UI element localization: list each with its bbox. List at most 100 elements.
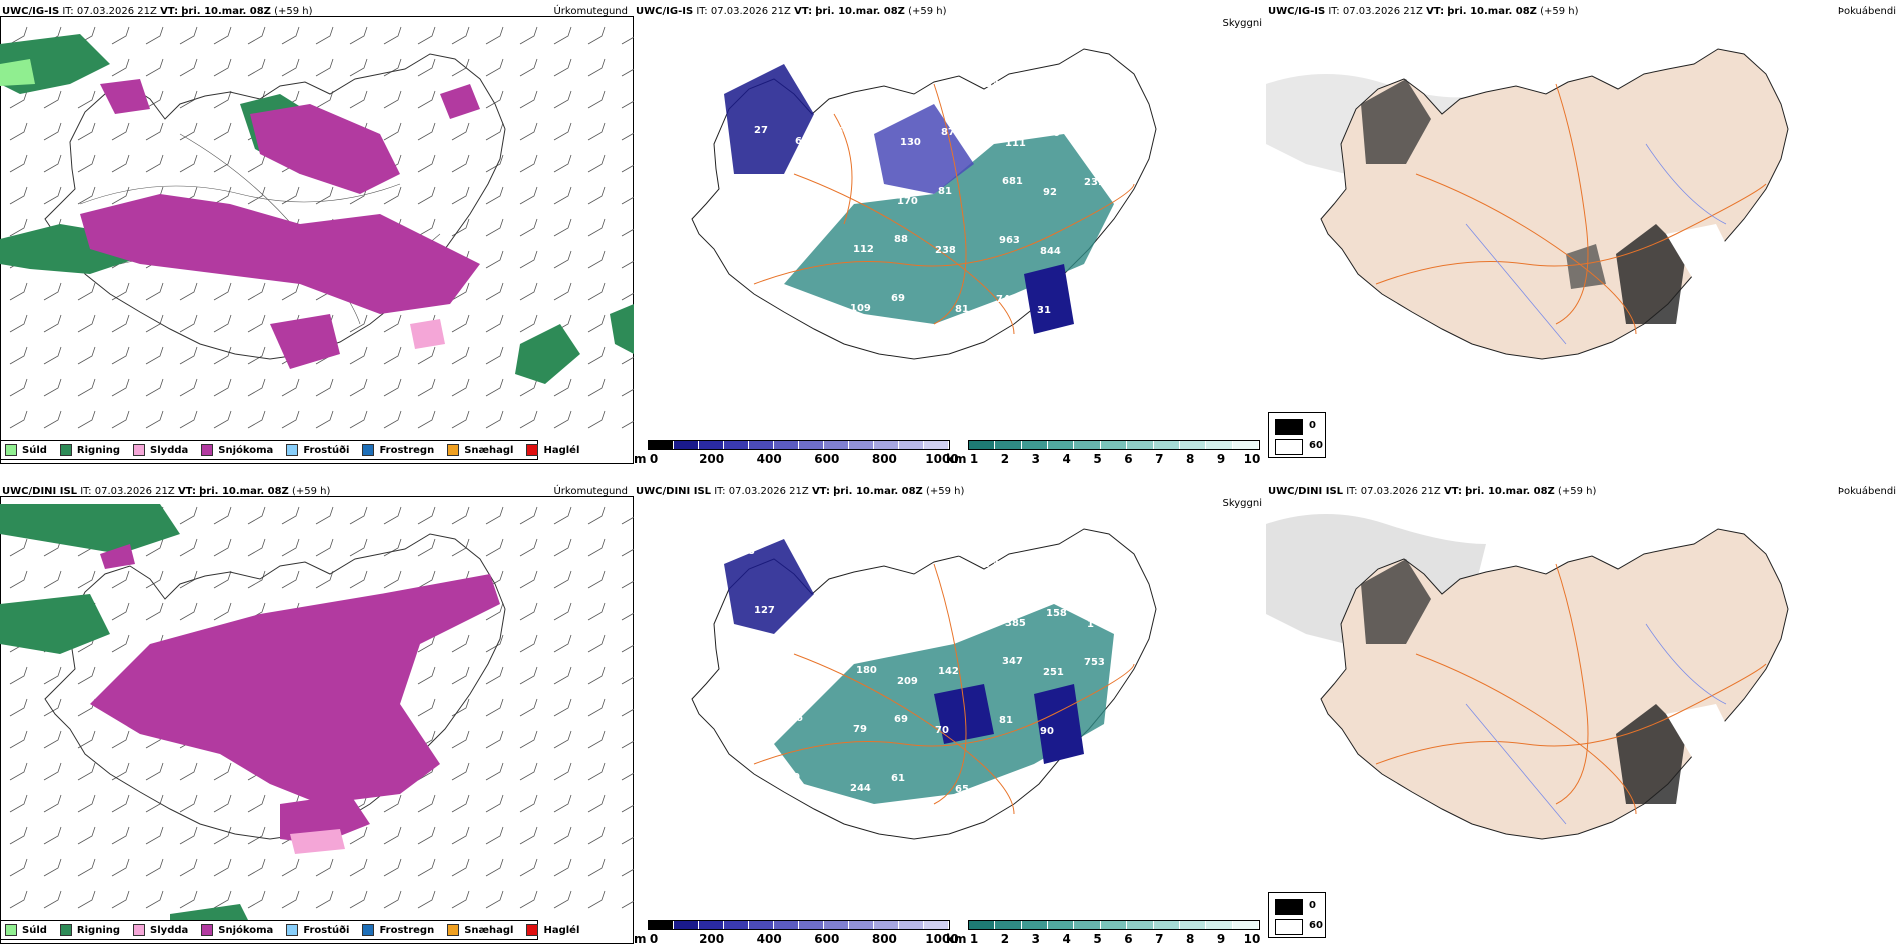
wind-barb bbox=[383, 58, 402, 77]
colorbar-swatch bbox=[649, 441, 674, 449]
cloud-base-label: 170 bbox=[897, 196, 918, 207]
wind-barb bbox=[349, 58, 368, 77]
wind-barb bbox=[485, 218, 504, 237]
cloud-base-label: 753 bbox=[1084, 657, 1105, 668]
wind-barb bbox=[383, 570, 402, 589]
legend-item: Haglél bbox=[526, 924, 579, 936]
wind-barb bbox=[179, 506, 198, 525]
wind-barb bbox=[145, 90, 164, 109]
wind-barb bbox=[553, 698, 572, 717]
colorbar-tick: 10 bbox=[1243, 452, 1261, 466]
wind-barb bbox=[621, 516, 634, 525]
legend-label: Frostúði bbox=[303, 444, 350, 456]
colorbar-tick: 8 bbox=[1186, 452, 1195, 466]
wind-barb bbox=[77, 730, 96, 749]
snow-area bbox=[270, 314, 340, 369]
colorbar-tick: 800 bbox=[871, 932, 897, 946]
colorbar-swatch bbox=[1074, 921, 1101, 929]
legend-item: Snjókoma bbox=[201, 444, 273, 456]
light-swatch bbox=[1275, 919, 1303, 935]
colorbar-tick: 3 bbox=[1031, 932, 1040, 946]
wind-barb bbox=[621, 804, 634, 813]
wind-barb bbox=[145, 58, 164, 77]
wind-barb bbox=[213, 858, 232, 877]
wind-barb bbox=[587, 122, 606, 141]
wind-barb bbox=[213, 154, 232, 173]
wind-barb bbox=[145, 154, 164, 173]
wind-barb bbox=[451, 666, 470, 685]
wind-barb bbox=[621, 580, 634, 589]
wind-barb bbox=[451, 506, 470, 525]
legend-item: Rigning bbox=[59, 444, 120, 456]
wind-barb bbox=[315, 890, 334, 909]
wind-barb bbox=[9, 122, 28, 141]
cloud-base-label: 15 bbox=[745, 782, 759, 793]
wind-barb bbox=[621, 132, 634, 141]
rain-area bbox=[0, 504, 180, 554]
legend-label: Slydda bbox=[150, 924, 189, 936]
snow-area bbox=[280, 794, 370, 844]
dark-swatch bbox=[1275, 419, 1303, 435]
cloud-base-label: 244 bbox=[850, 783, 871, 794]
wind-barb bbox=[145, 570, 164, 589]
wind-barb bbox=[485, 890, 504, 909]
cloud-base-label: 148 bbox=[748, 243, 769, 254]
wind-barb bbox=[349, 26, 368, 45]
wind-barb bbox=[213, 186, 232, 205]
colorbar-swatch bbox=[799, 441, 824, 449]
wind-barb bbox=[451, 890, 470, 909]
wind-barb bbox=[213, 26, 232, 45]
wind-barb bbox=[417, 794, 436, 813]
colorbar-tick: 400 bbox=[756, 932, 782, 946]
wind-barb bbox=[43, 410, 62, 429]
cloud-base-label: 231 bbox=[1084, 177, 1105, 188]
wind-barb bbox=[587, 26, 606, 45]
wind-barb bbox=[485, 730, 504, 749]
colorbar-swatch bbox=[1127, 441, 1154, 449]
cloud-base-label: 70 bbox=[1046, 128, 1060, 139]
wind-barb bbox=[111, 378, 130, 397]
cloud-base-label: 92 bbox=[1043, 187, 1057, 198]
wind-barb bbox=[145, 602, 164, 621]
legend-swatch bbox=[362, 444, 375, 456]
cloud-base-label: 65 bbox=[955, 784, 969, 795]
wind-barb bbox=[247, 794, 266, 813]
colorbar-swatch bbox=[774, 921, 799, 929]
wind-barb bbox=[9, 314, 28, 333]
wind-barb bbox=[77, 122, 96, 141]
wind-barb bbox=[179, 378, 198, 397]
wind-barb bbox=[553, 730, 572, 749]
wind-barb bbox=[553, 26, 572, 45]
legend-swatch bbox=[526, 924, 539, 936]
wind-barb bbox=[383, 26, 402, 45]
wind-barb bbox=[485, 506, 504, 525]
wind-barb bbox=[9, 538, 28, 557]
wind-barb bbox=[111, 890, 130, 909]
wind-barb bbox=[111, 346, 130, 365]
legend-swatch bbox=[133, 924, 146, 936]
wind-barb bbox=[485, 346, 504, 365]
wind-barb bbox=[519, 218, 538, 237]
wind-barb bbox=[145, 794, 164, 813]
wind-barb bbox=[417, 26, 436, 45]
snow-area bbox=[100, 544, 135, 569]
wind-barb bbox=[553, 826, 572, 845]
wind-barb bbox=[111, 282, 130, 301]
legend-label: Frostregn bbox=[379, 924, 435, 936]
colorbar-tick: 2 bbox=[1000, 932, 1010, 946]
low-cloud-area bbox=[1024, 264, 1074, 334]
cloud-base-label: 74 bbox=[996, 294, 1010, 305]
colorbar-swatch bbox=[1206, 441, 1233, 449]
wind-barb bbox=[519, 698, 538, 717]
wind-barb bbox=[213, 794, 232, 813]
legend-swatch bbox=[447, 924, 460, 936]
wind-barb bbox=[247, 378, 266, 397]
wind-barb bbox=[621, 612, 634, 621]
wind-barb bbox=[349, 506, 368, 525]
wind-barb bbox=[553, 570, 572, 589]
height-visibility-panel-bottom: UWC/DINI ISL IT: 07.03.2026 21Z VT: þri.… bbox=[634, 480, 1266, 950]
wind-barb bbox=[485, 26, 504, 45]
wind-barb bbox=[587, 250, 606, 269]
model-name: UWC/DINI ISL bbox=[1268, 486, 1344, 497]
wind-barb bbox=[77, 154, 96, 173]
